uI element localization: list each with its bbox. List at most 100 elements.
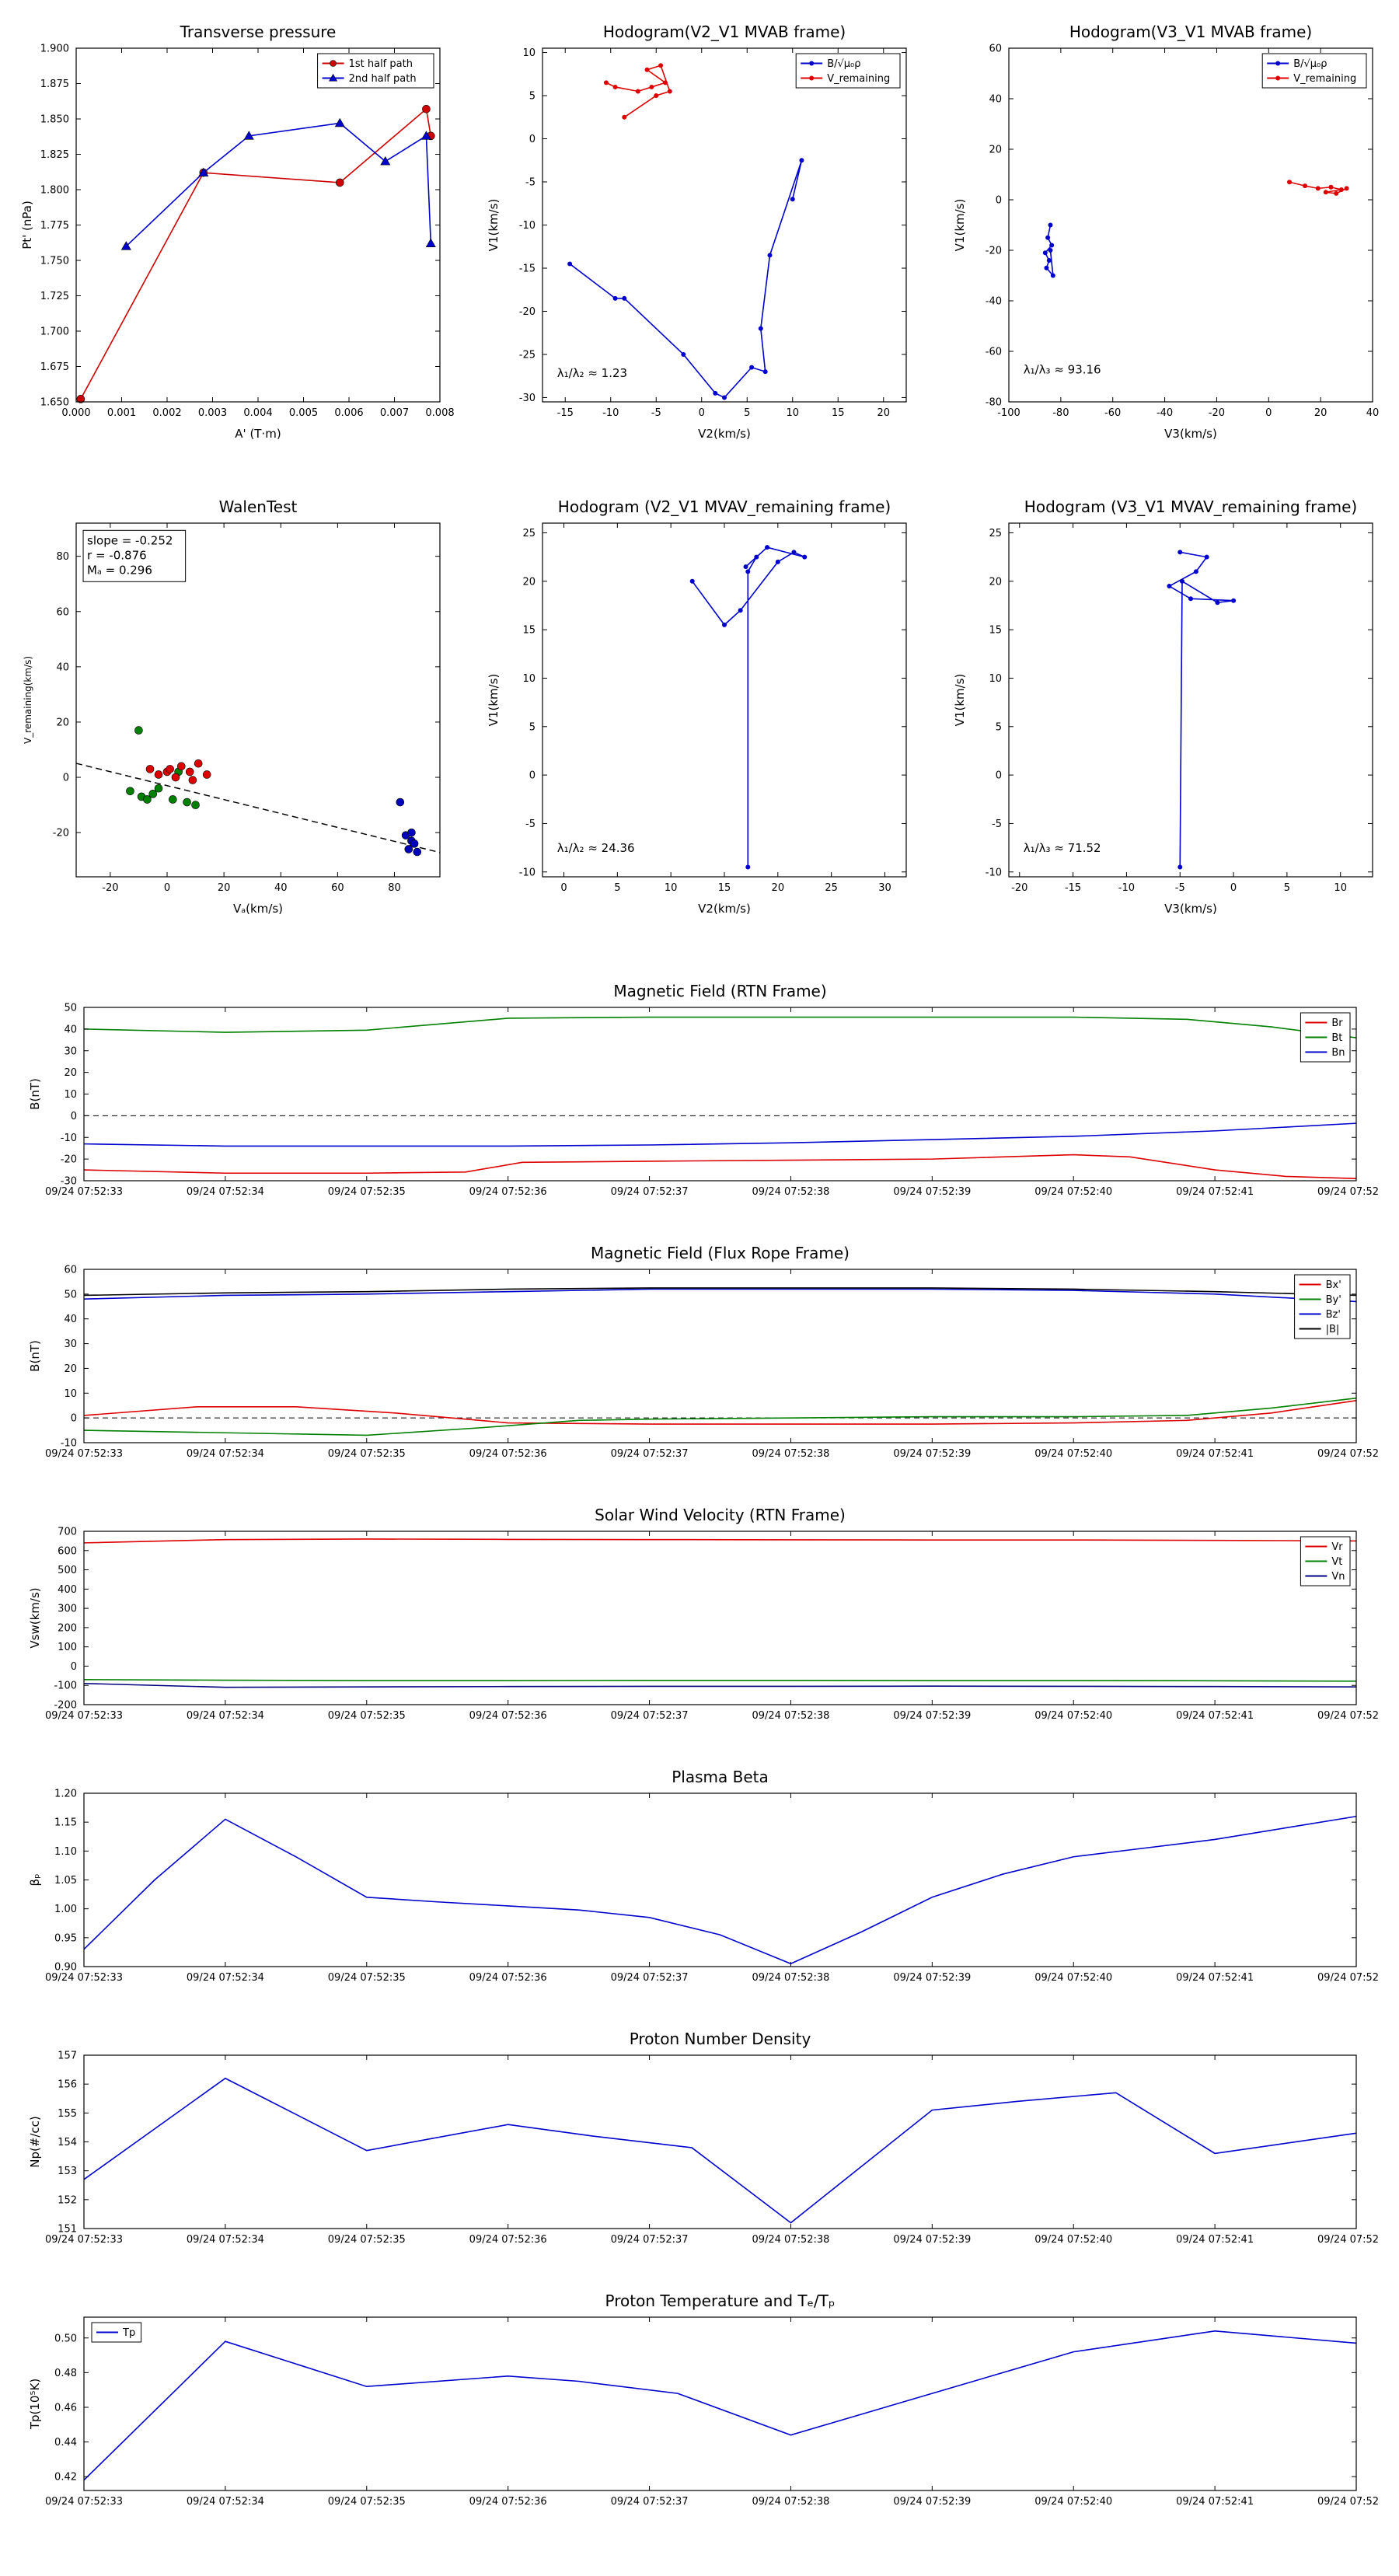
svg-text:153: 153 <box>58 2166 77 2177</box>
x-axis: 09/24 07:52:33 09/24 07:52:34 09/24 07:52:… <box>45 1531 1394 1722</box>
x-axis-label: V3(km/s) <box>1164 427 1217 441</box>
series-V_remaining <box>603 63 672 120</box>
x-axis: -20 -15 -10 -5 0 5 10 <box>1011 523 1346 894</box>
svg-text:0: 0 <box>995 770 1001 782</box>
svg-text:0.50: 0.50 <box>54 2333 77 2344</box>
svg-text:09/24 07:52:37: 09/24 07:52:37 <box>610 1972 688 1984</box>
svg-text:09/24 07:52:39: 09/24 07:52:39 <box>893 2496 971 2508</box>
svg-text:09/24 07:52:38: 09/24 07:52:38 <box>752 1710 829 1722</box>
svg-text:0: 0 <box>529 770 535 782</box>
svg-text:Vn: Vn <box>1331 1571 1345 1583</box>
svg-text:09/24 07:52:38: 09/24 07:52:38 <box>752 2234 829 2246</box>
svg-text:20: 20 <box>64 1363 77 1375</box>
x-axis-label: V2(km/s) <box>698 427 751 441</box>
chart-title: Hodogram(V3_V1 MVAB frame) <box>1069 23 1311 41</box>
hodogram-v2v1-mvab-chart: -15 -10 -5 0 5 10 15 20 -30 -25 -20 -15 -10 -5 0 5 10 Hod… <box>476 11 923 453</box>
svg-text:60: 60 <box>989 44 1002 55</box>
svg-text:40: 40 <box>64 1024 77 1035</box>
svg-text:40: 40 <box>1366 407 1379 419</box>
svg-text:0.46: 0.46 <box>54 2402 77 2414</box>
svg-text:-5: -5 <box>651 407 661 419</box>
svg-text:09/24 07:52:33: 09/24 07:52:33 <box>45 1972 123 1984</box>
series-Bx' <box>83 1400 1356 1425</box>
series-Vr <box>83 1538 1356 1544</box>
series-By' <box>83 1397 1356 1436</box>
y-axis: -10 -5 0 5 10 15 20 25 <box>985 528 1373 878</box>
svg-text:0.007: 0.007 <box>379 407 408 419</box>
plasma-beta-chart: 09/24 07:52:33 09/24 07:52:34 09/24 07:52:… <box>21 1762 1394 2004</box>
y-axis: 0.90 0.95 1.00 1.05 1.10 1.15 1.20 <box>54 1789 1356 1974</box>
y-axis-label: Tp(10⁵K) <box>28 2379 42 2430</box>
chart-hodogram-v2v1-mvav: 0 5 10 15 20 25 30 -10 -5 0 5 10 15 20 25 Hodogram (V2_… <box>487 497 907 916</box>
svg-text:Br: Br <box>1331 1017 1343 1029</box>
svg-text:09/24 07:52:36: 09/24 07:52:36 <box>469 2234 546 2246</box>
svg-text:1.15: 1.15 <box>54 1817 77 1829</box>
proton-density-chart: 09/24 07:52:33 09/24 07:52:34 09/24 07:52:… <box>21 2024 1394 2266</box>
svg-text:-10: -10 <box>518 867 535 878</box>
svg-text:09/24 07:52:34: 09/24 07:52:34 <box>186 1972 263 1984</box>
y-axis: 1.650 1.675 1.700 1.725 1.750 1.775 1.800 1.825… <box>40 44 440 409</box>
svg-text:-10: -10 <box>518 220 535 232</box>
svg-text:1.00: 1.00 <box>54 1904 77 1915</box>
svg-text:-200: -200 <box>54 1700 77 1712</box>
svg-text:-10: -10 <box>985 867 1001 878</box>
y-axis: -30 -20 -10 0 10 20 30 40 50 <box>60 1003 1356 1188</box>
chart-title: Hodogram(V2_V1 MVAB frame) <box>602 23 845 41</box>
svg-text:09/24 07:52:37: 09/24 07:52:37 <box>610 1186 688 1198</box>
svg-text:5: 5 <box>1283 882 1289 894</box>
svg-text:-80: -80 <box>985 397 1001 409</box>
series-Bn <box>83 1122 1356 1147</box>
svg-text:5: 5 <box>744 407 750 419</box>
y-axis: 151 152 153 154 155 156 157 <box>58 2051 1356 2236</box>
y-axis-label: Pt' (nPa) <box>20 201 34 250</box>
x-axis-label: V3(km/s) <box>1164 902 1217 916</box>
svg-text:25: 25 <box>825 882 838 894</box>
svg-text:10: 10 <box>989 673 1002 685</box>
svg-text:15: 15 <box>522 625 536 637</box>
svg-text:15: 15 <box>989 625 1002 637</box>
series-walen-green-points <box>125 726 200 809</box>
y-axis-label: Np(#/cc) <box>28 2116 42 2168</box>
y-axis-label: B(nT) <box>28 1078 42 1110</box>
svg-text:Vt: Vt <box>1331 1556 1342 1568</box>
svg-text:09/24 07:52:36: 09/24 07:52:36 <box>469 2496 546 2508</box>
x-axis: 0 5 10 15 20 25 30 <box>560 523 891 894</box>
svg-text:40: 40 <box>64 1314 77 1325</box>
svg-text:0: 0 <box>560 882 567 894</box>
chart-hodogram-v3v1-mvab: -100 -80 -60 -40 -20 0 20 40-80-60-40-200204060… <box>953 23 1379 441</box>
svg-text:1.675: 1.675 <box>40 361 68 373</box>
svg-text:0: 0 <box>698 407 704 419</box>
svg-text:-10: -10 <box>602 407 619 419</box>
series-Bz' <box>83 1288 1356 1303</box>
svg-text:0: 0 <box>529 134 535 145</box>
svg-text:1.650: 1.650 <box>40 397 68 409</box>
y-axis: -10 0 10 20 30 40 50 60 <box>60 1265 1356 1450</box>
svg-text:09/24 07:52:35: 09/24 07:52:35 <box>327 2234 405 2246</box>
series-Vt <box>83 1678 1356 1682</box>
svg-text:15: 15 <box>717 882 731 894</box>
svg-text:09/24 07:52:40: 09/24 07:52:40 <box>1034 2496 1112 2508</box>
legend: 1st half path 2nd half path <box>316 53 434 89</box>
svg-text:20: 20 <box>989 576 1002 588</box>
y-axis: -30 -25 -20 -15 -10 -5 0 5 10 <box>518 47 906 404</box>
svg-text:09/24 07:52:35: 09/24 07:52:35 <box>327 2496 405 2508</box>
svg-text:09/24 07:52:36: 09/24 07:52:36 <box>469 1448 546 1460</box>
y-axis-label: V1(km/s) <box>953 199 967 252</box>
svg-text:0.000: 0.000 <box>61 407 90 419</box>
svg-text:Bx': Bx' <box>1325 1279 1341 1291</box>
y-axis-label: V1(km/s) <box>487 199 501 252</box>
svg-text:1.875: 1.875 <box>40 79 68 90</box>
svg-text:-5: -5 <box>525 177 536 189</box>
svg-text:09/24 07:52:35: 09/24 07:52:35 <box>327 1448 405 1460</box>
x-axis: 09/24 07:52:33 09/24 07:52:34 09/24 07:52:… <box>45 2055 1394 2246</box>
svg-text:-40: -40 <box>1156 407 1172 419</box>
x-axis-label: A' (T·m) <box>235 427 281 441</box>
svg-text:Mₐ = 0.296: Mₐ = 0.296 <box>87 563 152 577</box>
annotation: λ₁/λ₂ ≈ 1.23 <box>556 366 626 380</box>
chart-vsw-rtn: 09/24 07:52:33 09/24 07:52:34 09/24 07:52:… <box>28 1506 1395 1722</box>
hodogram-v3v1-mvab-chart: -100 -80 -60 -40 -20 0 20 40 -80 -60 -40 -20 0 20 40 60… <box>942 11 1390 453</box>
annotation: λ₁/λ₂ ≈ 24.36 <box>556 841 634 855</box>
svg-text:λ₁/λ₃ ≈ 93.16: λ₁/λ₃ ≈ 93.16 <box>1023 363 1101 377</box>
svg-text:0: 0 <box>1230 882 1236 894</box>
